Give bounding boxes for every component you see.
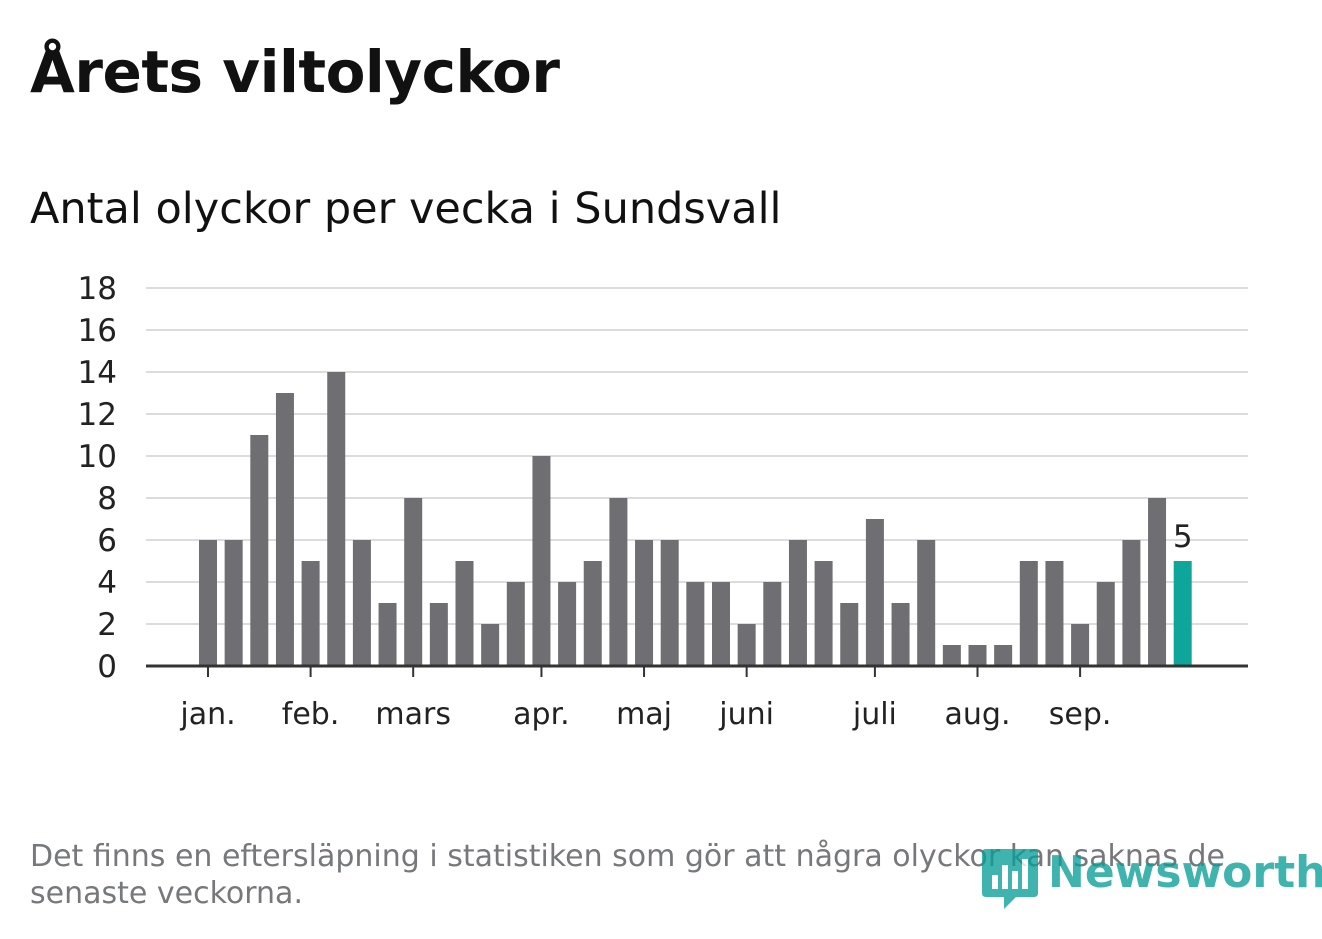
bar — [788, 540, 807, 666]
x-tick-label: feb. — [282, 697, 340, 732]
y-tick-label: 10 — [78, 439, 117, 475]
labels: 0 2 4 6 8 10 12 14 16 18 5 jan. feb. mars apr. maj juni j… — [78, 271, 1193, 732]
bar — [250, 435, 269, 666]
bar — [609, 498, 628, 666]
bar — [378, 603, 397, 666]
bar — [994, 645, 1013, 666]
bar — [481, 624, 500, 666]
y-tick-label: 16 — [78, 313, 117, 349]
bar — [917, 540, 936, 666]
y-tick-label: 12 — [78, 397, 117, 433]
bar — [429, 603, 448, 666]
chart-title: Årets viltolyckor — [30, 38, 560, 106]
bar — [275, 393, 294, 666]
bar — [686, 582, 705, 666]
bar — [1096, 582, 1115, 666]
bar — [1071, 624, 1090, 666]
y-tick-label: 6 — [97, 523, 117, 559]
bar — [327, 372, 346, 666]
x-tick-label: apr. — [513, 697, 570, 732]
logo-text: Newsworthy — [1048, 847, 1322, 898]
bar — [712, 582, 730, 666]
bar-chart-pin-icon — [982, 849, 1038, 909]
y-tick-label: 0 — [97, 649, 117, 685]
y-tick-label: 8 — [97, 481, 117, 517]
chart-subtitle: Antal olyckor per vecka i Sundsvall — [30, 184, 782, 234]
bar — [455, 561, 474, 666]
bar — [891, 603, 910, 666]
bars — [199, 372, 1192, 666]
bar — [558, 582, 577, 666]
bar — [404, 498, 423, 666]
x-tick-label: maj — [616, 697, 672, 732]
y-tick-label: 4 — [97, 565, 117, 601]
bar — [199, 540, 217, 666]
bar — [840, 603, 859, 666]
bar — [1122, 540, 1141, 666]
bar — [532, 456, 551, 666]
newsworthy-logo: Newsworthy — [980, 845, 1322, 915]
bar-current-week — [1173, 561, 1192, 666]
y-tick-label: 14 — [78, 355, 117, 391]
x-tick-label: juni — [718, 697, 774, 732]
y-tick-label: 18 — [78, 271, 117, 307]
bar — [942, 645, 961, 666]
bar — [660, 540, 679, 666]
bar — [865, 519, 884, 666]
bar — [737, 624, 756, 666]
bar — [583, 561, 602, 666]
bar — [1019, 561, 1038, 666]
bar — [506, 582, 525, 666]
bar-chart: 0 2 4 6 8 10 12 14 16 18 5 jan. feb. mars apr. maj juni j… — [78, 271, 1248, 732]
bar — [301, 561, 320, 666]
y-tick-label: 2 — [97, 607, 117, 643]
x-tick-label: sep. — [1049, 697, 1112, 732]
bar — [763, 582, 782, 666]
x-tick-label: juli — [852, 697, 897, 732]
bar — [352, 540, 371, 666]
bar — [968, 645, 987, 666]
bar — [224, 540, 243, 666]
x-tick-label: jan. — [179, 697, 235, 732]
axes — [146, 664, 1248, 677]
bar-value-label: 5 — [1173, 519, 1193, 555]
x-tick-label: mars — [375, 697, 451, 732]
bar — [1148, 498, 1167, 666]
x-tick-label: aug. — [945, 697, 1011, 732]
bar — [814, 561, 833, 666]
bar — [1045, 561, 1064, 666]
bar — [635, 540, 654, 666]
